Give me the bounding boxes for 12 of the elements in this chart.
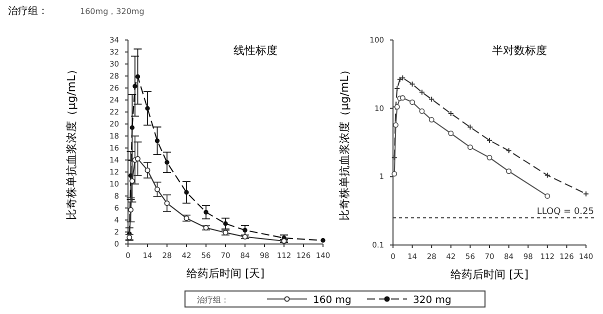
legend-label: 160 mg <box>313 295 352 306</box>
legend-title: 治疗组： <box>197 296 229 304</box>
y-axis-title: 比奇株单抗血浆浓度（μg/mL） <box>65 64 78 220</box>
chart-title: 线性标度 <box>234 44 278 57</box>
y-axis-title: 比奇株单抗血浆浓度（μg/mL） <box>338 64 351 220</box>
chart-title: 半对数标度 <box>492 44 547 57</box>
x-axis-title: 给药后时间 [天] <box>450 268 529 281</box>
x-axis-title: 给药后时间 [天] <box>186 267 265 280</box>
text: 160mg，320mg <box>80 7 144 16</box>
ref-line-label: LLOQ = 0.25 <box>536 206 594 217</box>
text: 治疗组： <box>8 5 48 17</box>
legend-label: 320 mg <box>413 295 452 306</box>
